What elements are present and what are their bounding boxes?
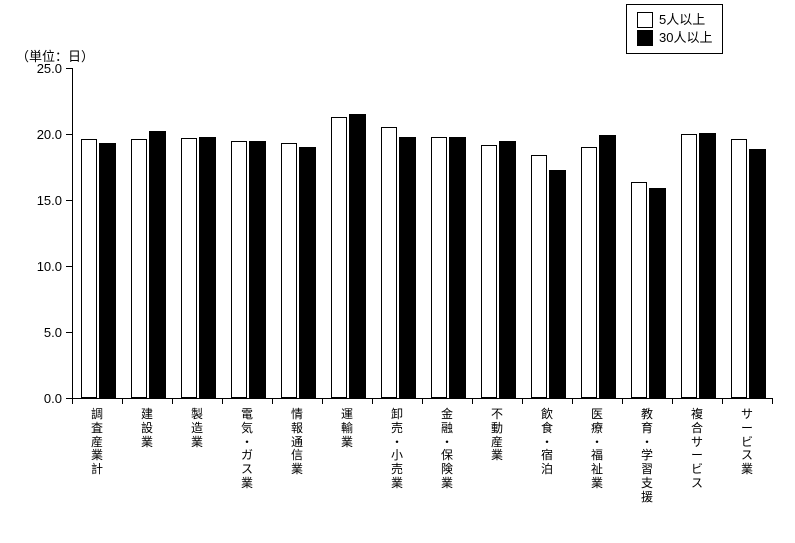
bar-series-b bbox=[349, 114, 366, 398]
x-axis-label: 教育・学習支援 bbox=[641, 408, 653, 505]
bar-series-a bbox=[281, 143, 298, 398]
bar-series-b bbox=[99, 143, 116, 398]
x-tick bbox=[522, 398, 523, 404]
y-tick bbox=[66, 332, 72, 333]
bar-series-b bbox=[649, 188, 666, 398]
bar-series-b bbox=[399, 137, 416, 398]
y-tick bbox=[66, 134, 72, 135]
x-tick bbox=[772, 398, 773, 404]
bar-series-a bbox=[381, 127, 398, 398]
legend-item-0: 5人以上 bbox=[637, 11, 712, 29]
x-axis-label: 調査産業計 bbox=[91, 408, 103, 477]
bar-series-a bbox=[181, 138, 198, 398]
bar-series-a bbox=[231, 141, 248, 398]
bar-series-a bbox=[581, 147, 598, 398]
x-axis-label: 医療・福祉業 bbox=[591, 408, 603, 491]
bar-series-b bbox=[149, 131, 166, 398]
x-tick bbox=[122, 398, 123, 404]
x-axis-label: 飲食・宿泊 bbox=[541, 408, 553, 477]
x-tick bbox=[472, 398, 473, 404]
legend-swatch-0 bbox=[637, 12, 653, 28]
y-tick-label: 20.0 bbox=[22, 127, 62, 142]
x-tick bbox=[272, 398, 273, 404]
bar-series-a bbox=[131, 139, 148, 398]
chart-container: （単位：日） 5人以上 30人以上 0.05.010.015.020.025.0… bbox=[0, 0, 795, 543]
legend-label-0: 5人以上 bbox=[659, 11, 705, 29]
bar-series-a bbox=[331, 117, 348, 398]
plot-area bbox=[72, 68, 773, 399]
bar-series-a bbox=[481, 145, 498, 398]
bar-series-a bbox=[631, 182, 648, 398]
bar-series-b bbox=[749, 149, 766, 398]
bar-series-b bbox=[499, 141, 516, 398]
bar-series-a bbox=[681, 134, 698, 398]
y-tick-label: 0.0 bbox=[22, 391, 62, 406]
y-tick-label: 10.0 bbox=[22, 259, 62, 274]
x-axis-label: 卸売・小売業 bbox=[391, 408, 403, 491]
bar-series-a bbox=[731, 139, 748, 398]
y-tick-label: 15.0 bbox=[22, 193, 62, 208]
y-tick bbox=[66, 200, 72, 201]
bar-series-b bbox=[299, 147, 316, 398]
x-axis-label: 情報通信業 bbox=[291, 408, 303, 477]
x-axis-label: 電気・ガス業 bbox=[241, 408, 253, 491]
bar-series-a bbox=[431, 137, 448, 398]
x-axis-label: 製造業 bbox=[191, 408, 203, 449]
x-axis-label: 不動産業 bbox=[491, 408, 503, 463]
bar-series-a bbox=[531, 155, 548, 398]
legend-item-1: 30人以上 bbox=[637, 29, 712, 47]
x-tick bbox=[72, 398, 73, 404]
bar-series-b bbox=[699, 133, 716, 398]
x-tick bbox=[422, 398, 423, 404]
y-tick bbox=[66, 68, 72, 69]
x-axis-label: 建設業 bbox=[141, 408, 153, 449]
x-tick bbox=[372, 398, 373, 404]
bar-series-b bbox=[249, 141, 266, 398]
legend-swatch-1 bbox=[637, 30, 653, 46]
y-tick-label: 5.0 bbox=[22, 325, 62, 340]
x-tick bbox=[572, 398, 573, 404]
x-axis-label: 複合サービス bbox=[691, 408, 703, 491]
y-tick bbox=[66, 266, 72, 267]
x-tick bbox=[622, 398, 623, 404]
x-tick bbox=[222, 398, 223, 404]
x-axis-label: 金融・保険業 bbox=[441, 408, 453, 491]
x-tick bbox=[672, 398, 673, 404]
y-tick-label: 25.0 bbox=[22, 61, 62, 76]
bar-series-a bbox=[81, 139, 98, 398]
bar-series-b bbox=[449, 137, 466, 398]
bar-series-b bbox=[599, 135, 616, 398]
x-tick bbox=[722, 398, 723, 404]
legend-label-1: 30人以上 bbox=[659, 29, 712, 47]
legend: 5人以上 30人以上 bbox=[626, 4, 723, 54]
x-axis-label: サービス業 bbox=[741, 408, 753, 477]
x-axis-label: 運輸業 bbox=[341, 408, 353, 449]
x-tick bbox=[172, 398, 173, 404]
x-tick bbox=[322, 398, 323, 404]
bar-series-b bbox=[199, 137, 216, 398]
bar-series-b bbox=[549, 170, 566, 398]
